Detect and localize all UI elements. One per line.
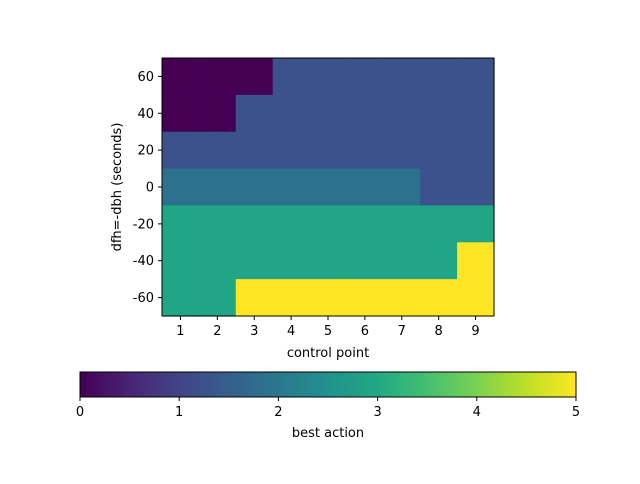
heatmap-cell xyxy=(457,94,495,133)
heatmap-cell xyxy=(383,58,421,96)
heatmap-cell xyxy=(198,242,237,280)
y-tick-label: -40 xyxy=(133,254,154,269)
x-tick-label: 6 xyxy=(361,324,369,339)
heatmap-cell xyxy=(309,131,348,170)
x-axis-label: control point xyxy=(287,346,369,361)
heatmap-cell xyxy=(272,242,311,280)
heatmap-cell xyxy=(198,131,237,170)
colorbar xyxy=(79,371,577,398)
heatmap-cell xyxy=(235,94,274,133)
heatmap-cell xyxy=(309,279,348,317)
heatmap-cell xyxy=(162,205,200,243)
y-tick-label: 60 xyxy=(137,70,154,85)
heatmap-cell xyxy=(235,242,274,280)
heatmap-cell xyxy=(420,242,458,280)
heatmap-cell xyxy=(309,58,348,96)
x-tick-label: 5 xyxy=(324,324,332,339)
heatmap-cell xyxy=(272,205,311,243)
heatmap-cell xyxy=(383,242,421,280)
heatmap-cell xyxy=(162,168,200,207)
colorbar-tick-label: 3 xyxy=(373,405,381,420)
heatmap-cell xyxy=(457,168,495,207)
heatmap-cell xyxy=(383,131,421,170)
heatmap-cell xyxy=(162,58,200,96)
x-tick-label: 2 xyxy=(213,324,221,339)
y-tick-label: -60 xyxy=(133,291,154,306)
heatmap-cell xyxy=(457,279,495,317)
y-tick-label: 20 xyxy=(137,144,154,159)
heatmap-cell xyxy=(162,242,200,280)
heatmap-cell xyxy=(198,58,237,96)
heatmap-cell xyxy=(272,279,311,317)
y-tick-label: 40 xyxy=(137,107,154,122)
y-tick-label: -20 xyxy=(133,217,154,232)
heatmap-cell xyxy=(235,168,274,207)
heatmap-cell xyxy=(272,94,311,133)
x-axis: 1 2 3 4 5 6 7 8 9 xyxy=(176,316,480,339)
heatmap-cell xyxy=(272,58,311,96)
heatmap-cell xyxy=(309,205,348,243)
x-tick-label: 8 xyxy=(435,324,443,339)
colorbar-tick-label: 4 xyxy=(473,405,481,420)
y-axis-label: dfh=-dbh (seconds) xyxy=(110,123,125,252)
heatmap-cell xyxy=(420,205,458,243)
heatmap-cells xyxy=(162,58,495,317)
heatmap-cell xyxy=(346,168,384,207)
heatmap-cell xyxy=(420,279,458,317)
heatmap-cell xyxy=(198,168,237,207)
heatmap-cell xyxy=(346,242,384,280)
heatmap-cell xyxy=(272,168,311,207)
heatmap-cell xyxy=(383,94,421,133)
heatmap-cell xyxy=(420,131,458,170)
heatmap-cell xyxy=(309,168,348,207)
colorbar-axis: 0 1 2 3 4 5 xyxy=(76,397,580,420)
y-axis: 60 40 20 0 -20 -40 -60 xyxy=(133,70,162,306)
heatmap-cell xyxy=(420,94,458,133)
heatmap-cell xyxy=(309,94,348,133)
heatmap-cell xyxy=(198,205,237,243)
heatmap-cell xyxy=(457,242,495,280)
heatmap-cell xyxy=(272,131,311,170)
heatmap-cell xyxy=(420,168,458,207)
colorbar-tick-label: 5 xyxy=(572,405,580,420)
heatmap-cell xyxy=(457,205,495,243)
heatmap-cell xyxy=(198,94,237,133)
heatmap-cell xyxy=(383,168,421,207)
heatmap-cell xyxy=(420,58,458,96)
heatmap-cell xyxy=(235,279,274,317)
heatmap-cell xyxy=(162,279,200,317)
heatmap-cell xyxy=(235,58,274,96)
heatmap-cell xyxy=(346,94,384,133)
colorbar-tick-label: 1 xyxy=(175,405,183,420)
colorbar-label: best action xyxy=(292,426,364,441)
colorbar-tick-label: 0 xyxy=(76,405,84,420)
colorbar-tick-label: 2 xyxy=(274,405,282,420)
x-tick-label: 1 xyxy=(176,324,184,339)
heatmap-cell xyxy=(346,131,384,170)
heatmap-cell xyxy=(346,279,384,317)
heatmap-cell xyxy=(198,279,237,317)
heatmap-cell xyxy=(235,205,274,243)
heatmap-cell xyxy=(457,58,495,96)
x-tick-label: 3 xyxy=(250,324,258,339)
heatmap-cell xyxy=(346,58,384,96)
x-tick-label: 9 xyxy=(471,324,479,339)
heatmap-cell xyxy=(162,131,200,170)
heatmap-cell xyxy=(346,205,384,243)
heatmap-cell xyxy=(457,131,495,170)
heatmap-cell xyxy=(309,242,348,280)
x-tick-label: 7 xyxy=(398,324,406,339)
heatmap-cell xyxy=(162,94,200,133)
heatmap-cell xyxy=(383,205,421,243)
y-tick-label: 0 xyxy=(146,181,154,196)
heatmap-cell xyxy=(235,131,274,170)
heatmap-cell xyxy=(383,279,421,317)
x-tick-label: 4 xyxy=(287,324,295,339)
